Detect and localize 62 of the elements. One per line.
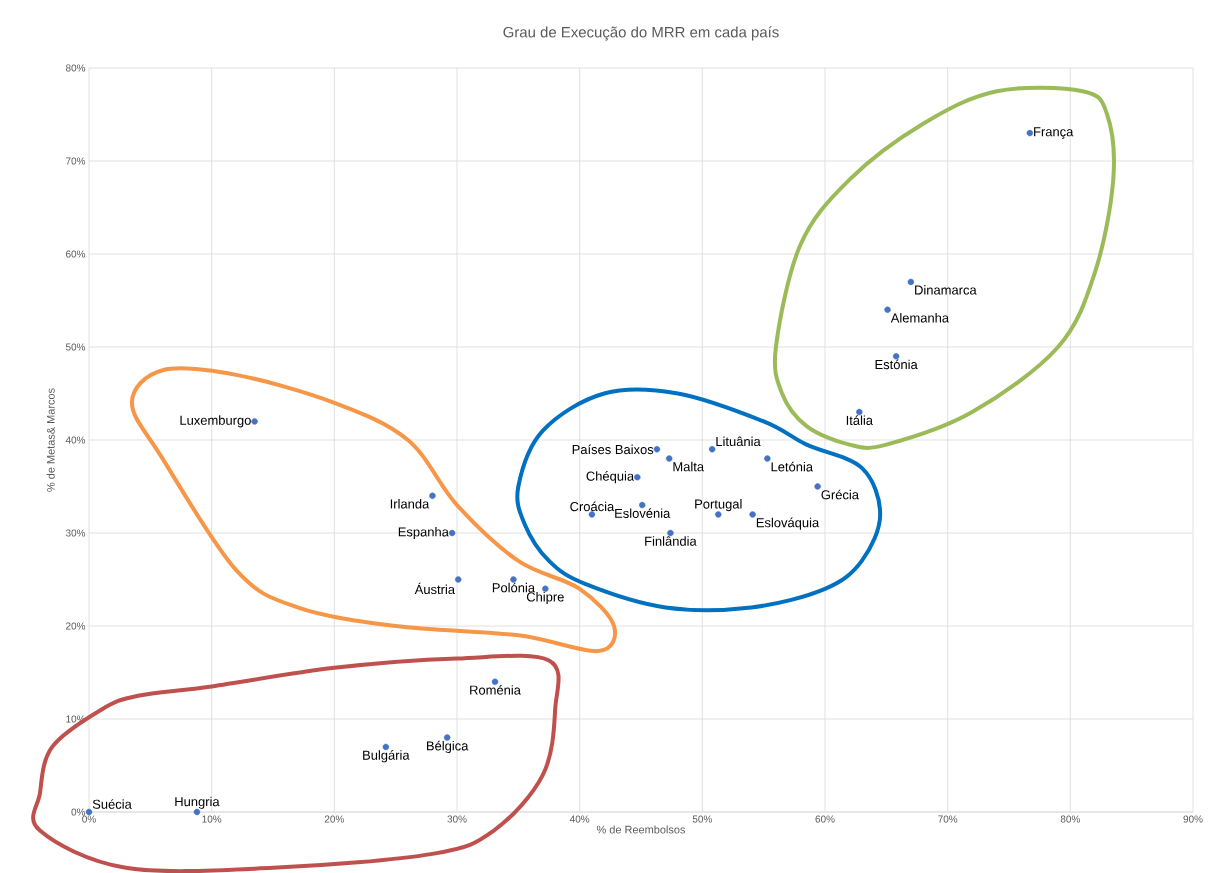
x-axis-title: % de Reembolsos [596, 825, 686, 834]
point [814, 483, 821, 490]
x-tick-label: 30% [447, 815, 467, 823]
annotation: Países Baixos [572, 444, 654, 455]
annotation: Bulgária [363, 750, 410, 763]
y-tick-label: 20% [66, 622, 86, 630]
point [455, 576, 462, 583]
annotation: Dinamarca [915, 285, 977, 295]
annotation: Bélgica [427, 740, 469, 754]
y-tick-label: 30% [65, 529, 86, 537]
annotation: Suécia [92, 799, 132, 809]
x-tick-label: 80% [1060, 815, 1080, 823]
x-tick-label: 60% [815, 815, 835, 823]
point [764, 455, 771, 462]
annotation: Croácia [570, 501, 615, 512]
annotation: Finlândia [645, 536, 697, 546]
x-tick-label: 90% [1183, 815, 1203, 823]
point [749, 511, 756, 518]
point [251, 418, 258, 425]
x-tick-label: 40% [569, 815, 590, 823]
annotation: França [1034, 127, 1074, 139]
point [429, 492, 436, 499]
annotation: Irlanda [390, 498, 430, 509]
annotation: Malta [673, 461, 705, 472]
x-tick-label: 20% [324, 815, 344, 823]
annotation: Itália [846, 415, 874, 425]
annotation: Portugal [695, 499, 742, 512]
annotation: Eslovénia [615, 508, 671, 518]
point [653, 446, 661, 453]
y-axis-title: % de Metas& Marcos [46, 388, 55, 492]
annotation: Chéquia [586, 471, 635, 484]
annotation: Lituânia [716, 436, 761, 447]
y-tick-label: 70% [66, 157, 86, 165]
point [1026, 129, 1034, 137]
point [491, 678, 499, 685]
x-tick-label: 50% [692, 815, 712, 823]
chart-title: Grau de Execução do MRR em cada país [503, 26, 779, 41]
annotation: Alemanha [890, 312, 950, 323]
point [634, 474, 641, 481]
point [708, 446, 716, 453]
annotation: Estónia [875, 359, 918, 370]
y-tick-label: 40% [65, 436, 86, 444]
y-tick-label: 60% [66, 250, 86, 258]
y-tick-label: 80% [65, 64, 86, 72]
x-tick-label: 10% [202, 815, 222, 823]
point [666, 455, 673, 462]
annotation: Eslováquia [756, 517, 820, 530]
x-tick-label: 0% [82, 815, 96, 823]
point [542, 585, 549, 592]
y-tick-label: 0% [71, 808, 86, 816]
annotation: Roménia [470, 685, 521, 695]
point [907, 278, 915, 286]
annotation: Espanha [398, 526, 449, 540]
annotation: Grécia [821, 489, 859, 500]
y-tick-label: 50% [65, 343, 86, 351]
annotation: Letónia [771, 461, 814, 472]
annotation: Luxemburgo [180, 415, 251, 428]
annotation: Hungria [175, 796, 220, 809]
x-tick-label: 70% [938, 815, 958, 823]
annotation: Polónia [492, 582, 536, 593]
point [884, 306, 891, 313]
annotation: Áustria [414, 582, 456, 595]
